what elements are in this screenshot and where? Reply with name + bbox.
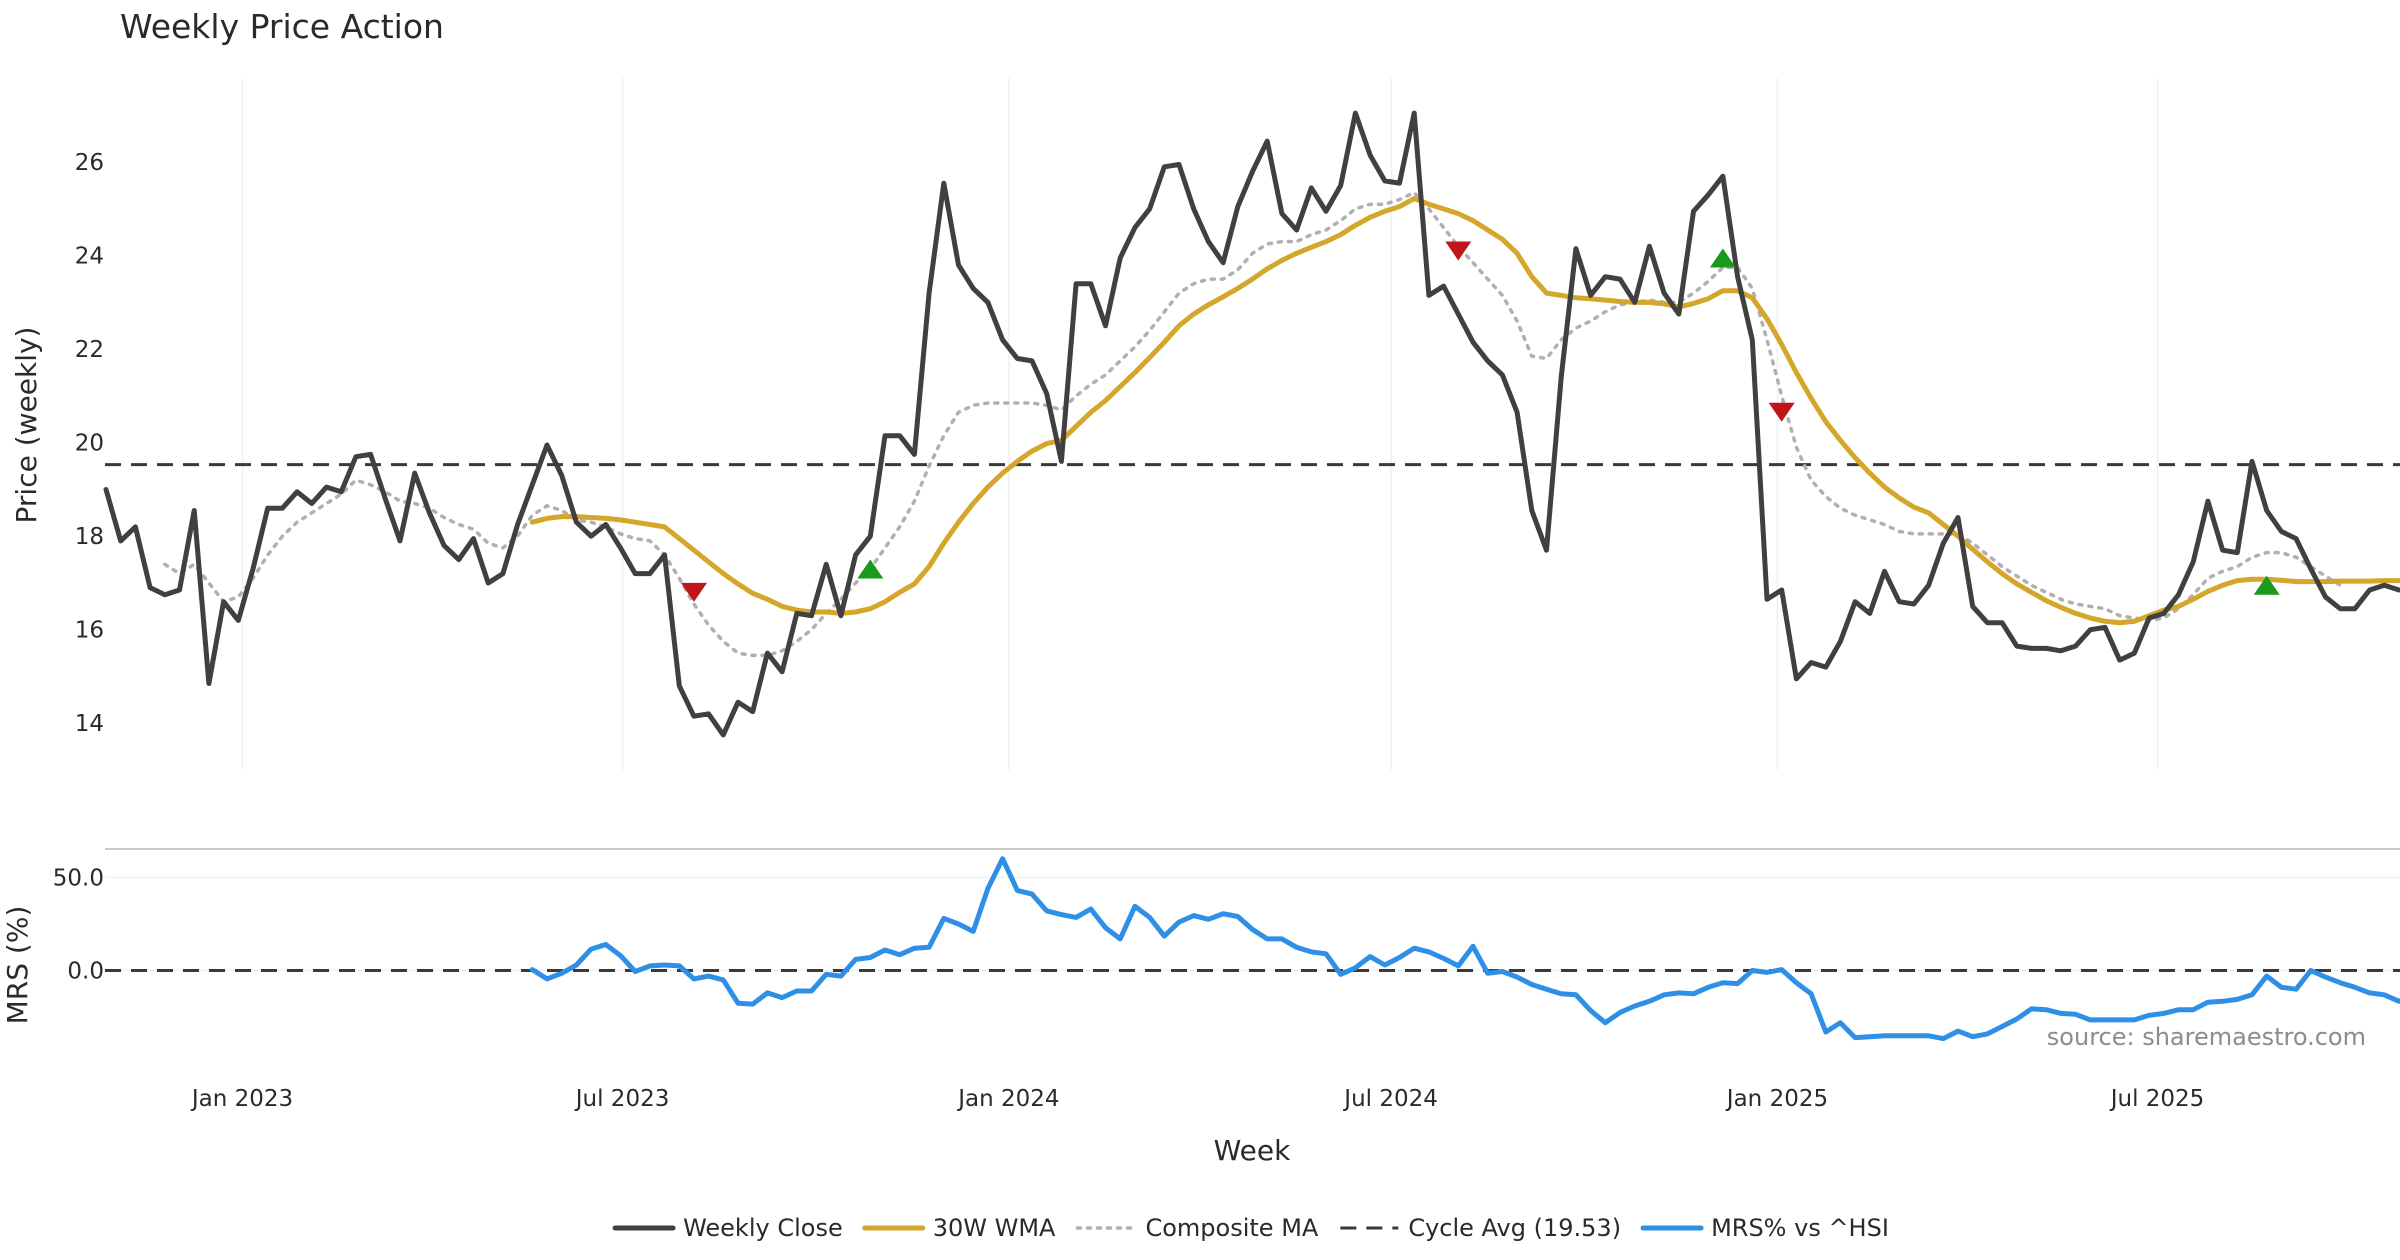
mrs-y-tick-label: 0.0	[67, 959, 104, 985]
price-y-tick-label: 16	[75, 618, 104, 644]
series-weekly-close-line	[103, 110, 2400, 738]
series-composite-ma-line	[163, 190, 2342, 658]
series-mrs-vs-hsi-line	[529, 856, 2400, 1042]
legend-label-cycle-avg-19-53: Cycle Avg (19.53)	[1408, 1214, 1621, 1242]
x-ticks: Jan 2023 Jul 2023 Jan 2024 Jul 2024 Jan 2025…	[190, 1086, 2204, 1112]
mrs-y-axis-label: MRS (%)	[1, 906, 34, 1025]
signal-markers	[680, 241, 2280, 602]
price-gridlines	[241, 78, 2159, 770]
sell-signal-marker	[1445, 241, 1472, 261]
x-tick-label: Jul 2025	[2109, 1086, 2205, 1112]
x-tick-label: Jul 2024	[1342, 1086, 1438, 1112]
mrs-y-tick-label: 50.0	[53, 865, 104, 891]
buy-signal-marker	[1709, 248, 1736, 268]
x-tick-label: Jan 2024	[956, 1086, 1059, 1112]
x-tick-label: Jan 2025	[1725, 1086, 1828, 1112]
buy-signal-marker	[857, 559, 884, 579]
legend-label-mrs-vs-hsi: MRS% vs ^HSI	[1711, 1214, 1889, 1242]
price-y-tick-label: 20	[75, 431, 104, 457]
chart-title: Weekly Price Action	[120, 7, 444, 46]
price-y-ticks: 14 16 18 20 22 24 26	[75, 150, 104, 737]
sell-signal-marker	[1768, 402, 1795, 422]
price-y-tick-label: 14	[75, 711, 104, 737]
legend-label-30w-wma: 30W WMA	[933, 1214, 1056, 1242]
price-series	[103, 110, 2400, 738]
mrs-y-ticks: 50.0 0.0	[53, 865, 104, 984]
legend-label-composite-ma: Composite MA	[1145, 1214, 1318, 1242]
x-axis-label: Week	[1214, 1134, 1291, 1167]
legend-label-weekly-close: Weekly Close	[683, 1214, 843, 1242]
sell-signal-marker	[680, 582, 707, 602]
price-y-tick-label: 26	[75, 150, 104, 176]
price-y-tick-label: 24	[75, 244, 104, 270]
x-tick-label: Jan 2023	[190, 1086, 293, 1112]
price-y-tick-label: 22	[75, 337, 104, 363]
buy-signal-marker	[2253, 575, 2280, 595]
legend: Weekly Close 30W WMA Composite MA Cycle Avg…	[612, 1214, 1889, 1242]
price-y-axis-label: Price (weekly)	[10, 327, 43, 524]
source-watermark: source: sharemaestro.com	[2047, 1023, 2366, 1051]
price-y-tick-label: 18	[75, 524, 104, 550]
x-tick-label: Jul 2023	[574, 1086, 670, 1112]
mrs-series	[105, 856, 2400, 1042]
